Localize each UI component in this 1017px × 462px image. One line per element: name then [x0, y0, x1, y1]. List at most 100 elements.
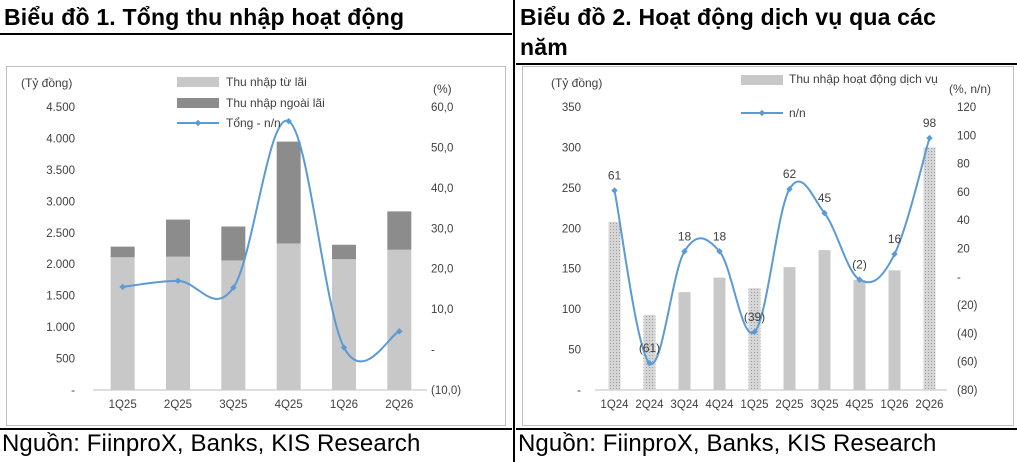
- x-tick-label: 4Q25: [275, 399, 303, 411]
- legend-label-line: Tổng - n/n: [226, 116, 281, 130]
- point-service-yoy-2Q25: [786, 185, 793, 193]
- right-tick-label: 50,0: [431, 142, 453, 154]
- bar-noninterest-2Q26: [387, 211, 412, 250]
- bar-service-2Q25: [783, 267, 796, 390]
- data-label-yoy-2Q24: (61): [639, 341, 660, 355]
- data-label-yoy-3Q24: 18: [678, 229, 692, 243]
- x-tick-label: 3Q25: [219, 399, 247, 411]
- left-tick-label: 150: [562, 264, 581, 276]
- bar-service-1Q26: [888, 270, 901, 390]
- bar-interest-2Q25: [166, 256, 190, 390]
- legend-swatch-noninterest: [177, 98, 219, 108]
- bar-service-3Q25: [818, 250, 831, 390]
- left-axis-unit: (Tỷ đồng): [551, 76, 602, 90]
- data-label-yoy-4Q24: 18: [713, 229, 727, 243]
- chart-frame-1: (Tỷ đồng) (%) - 500 1.000 1.500 2.000 2.500 3.00…: [6, 66, 506, 426]
- right-tick-label: 120: [957, 102, 976, 114]
- right-tick-label: 20,0: [431, 264, 453, 276]
- title-rule-2: [516, 63, 1017, 65]
- data-label-yoy-1Q24: 61: [608, 168, 622, 182]
- left-tick-label: 4.500: [46, 102, 75, 114]
- point-service-yoy-1Q25: [751, 328, 758, 336]
- left-tick-label: 2.500: [46, 228, 75, 240]
- bar-interest-3Q25: [221, 260, 246, 390]
- right-tick-label: (20): [957, 300, 978, 312]
- bar-interest-2Q26: [387, 249, 412, 390]
- left-tick-label: 1.500: [46, 291, 75, 303]
- left-tick-label: 4.000: [46, 133, 75, 145]
- legend-label-interest: Thu nhập từ lãi: [226, 75, 307, 89]
- right-tick-label: 40,0: [431, 183, 453, 195]
- left-tick-label: 300: [562, 142, 581, 154]
- right-axis-unit: (%, n/n): [949, 82, 991, 96]
- source-rule-1: [0, 428, 512, 430]
- right-tick-label: 80: [957, 159, 970, 171]
- right-axis-unit: (%): [433, 82, 452, 96]
- right-tick-label: 30,0: [431, 223, 453, 235]
- source-text-1: Nguồn: FiinproX, Banks, KIS Research: [2, 430, 421, 457]
- bar-noninterest-4Q25: [276, 141, 301, 244]
- right-tick-label: (60): [957, 357, 978, 369]
- line-service-yoy: [613, 137, 931, 365]
- left-tick-label: 3.500: [46, 165, 75, 177]
- bar-service-3Q24: [678, 292, 691, 390]
- x-tick-label: 1Q25: [740, 399, 768, 411]
- point-service-yoy-3Q25: [821, 209, 828, 217]
- source-rule-2: [516, 428, 1017, 430]
- point-service-yoy-1Q26: [891, 250, 898, 258]
- right-tick-label: (40): [957, 328, 978, 340]
- data-label-yoy-2Q26: 98: [923, 116, 937, 130]
- data-label-yoy-3Q25: 45: [818, 191, 832, 205]
- x-tick-label: 2Q24: [635, 399, 664, 411]
- x-tick-label: 4Q24: [705, 399, 734, 411]
- left-tick-label: 1.000: [46, 322, 75, 334]
- point-total-yoy-4Q25: [285, 117, 292, 125]
- point-service-yoy-2Q24: [646, 359, 653, 367]
- point-service-yoy-1Q24: [611, 187, 618, 194]
- line-total-yoy: [122, 120, 400, 363]
- chart-frame-2: (Tỷ đồng) (%, n/n) - 50 100 150 200 250 300 350 (8…: [522, 66, 1014, 426]
- legend-swatch-interest: [177, 77, 219, 87]
- legend-marker-line: [758, 109, 766, 117]
- x-tick-label: 1Q26: [880, 399, 908, 411]
- point-total-yoy-1Q25: [119, 283, 126, 291]
- data-label-yoy-1Q25: (39): [744, 310, 765, 324]
- chart-title-2: Biểu đồ 2. Hoạt động dịch vụ qua các năm: [520, 4, 937, 60]
- right-tick-label: -: [957, 272, 961, 284]
- data-label-yoy-4Q25: (2): [852, 258, 867, 272]
- point-service-yoy-4Q25: [856, 276, 863, 283]
- point-service-yoy-4Q24: [716, 248, 723, 255]
- bar-service-4Q25: [853, 280, 866, 390]
- left-tick-label: -: [71, 385, 75, 397]
- right-tick-label: (10,0): [431, 385, 461, 397]
- left-tick-label: 2.000: [46, 259, 75, 271]
- bar-interest-4Q25: [276, 243, 301, 390]
- x-tick-label: 2Q25: [775, 399, 803, 411]
- x-tick-label: 1Q25: [109, 399, 137, 411]
- point-total-yoy-3Q25: [230, 284, 237, 291]
- left-tick-label: 500: [56, 354, 75, 366]
- x-tick-label: 3Q24: [670, 399, 699, 411]
- chart-1: (Tỷ đồng) (%) - 500 1.000 1.500 2.000 2.500 3.00…: [21, 75, 461, 411]
- chart-panel-2: Biểu đồ 2. Hoạt động dịch vụ qua các năm…: [516, 0, 1017, 462]
- chart-title-1: Biểu đồ 1. Tổng thu nhập hoạt động: [4, 4, 405, 30]
- left-axis-unit: (Tỷ đồng): [21, 76, 72, 90]
- legend-label-line: n/n: [789, 106, 806, 120]
- bar-service-2Q26: [923, 147, 936, 390]
- legend-swatch-bar: [741, 75, 783, 85]
- x-tick-label: 2Q26: [385, 399, 413, 411]
- legend-marker-line: [194, 119, 202, 127]
- bar-noninterest-3Q25: [221, 226, 246, 261]
- right-tick-label: 10,0: [431, 304, 453, 316]
- bar-noninterest-1Q26: [332, 244, 356, 260]
- left-tick-label: 3.000: [46, 196, 75, 208]
- right-tick-label: (80): [957, 385, 978, 397]
- chart-2: (Tỷ đồng) (%, n/n) - 50 100 150 200 250 300 350 (8…: [551, 72, 991, 411]
- bar-interest-1Q25: [110, 257, 135, 390]
- x-tick-label: 4Q25: [845, 399, 873, 411]
- right-tick-label: 40: [957, 215, 970, 227]
- bar-service-4Q24: [713, 277, 726, 390]
- bar-service-1Q24: [608, 221, 621, 390]
- x-tick-label: 2Q25: [164, 399, 192, 411]
- point-service-yoy-2Q26: [926, 134, 933, 142]
